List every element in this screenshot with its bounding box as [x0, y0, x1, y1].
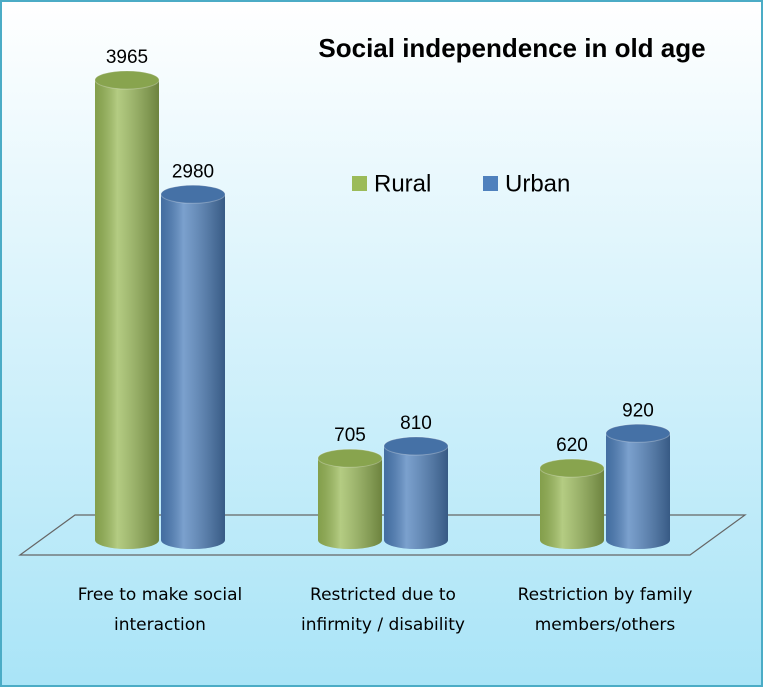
- cylinder-top-shade: [384, 437, 448, 456]
- value-label: 2980: [172, 161, 214, 182]
- cylinder-top: [94, 70, 160, 90]
- legend-label: Rural: [374, 170, 431, 197]
- cylinder-top-shade: [540, 459, 604, 478]
- cylinder-shade: [606, 433, 670, 549]
- cylinder-top: [160, 184, 226, 204]
- value-label: 3965: [106, 47, 148, 68]
- cylinder-top-shade: [161, 185, 225, 204]
- cylinder-top: [317, 448, 383, 468]
- cylinder-top: [383, 436, 449, 456]
- cylinder-top-shade: [606, 424, 670, 443]
- category-label: Restricted due to infirmity / disability: [301, 585, 465, 635]
- chart-title: Social independence in old age: [318, 33, 705, 63]
- value-label: 620: [556, 435, 588, 456]
- cylinder-shade: [95, 80, 159, 549]
- value-label: 920: [622, 400, 654, 421]
- floor: [18, 514, 747, 556]
- legend-swatch: [483, 176, 498, 191]
- category-label: Free to make social interaction: [77, 585, 243, 635]
- legend-swatch: [352, 176, 367, 191]
- cylinder-top-shade: [318, 449, 382, 468]
- category-label: Restriction by family members/others: [517, 585, 693, 635]
- value-label: 810: [400, 413, 432, 434]
- cylinder-shade: [540, 468, 604, 549]
- value-label: 705: [334, 425, 366, 446]
- legend-label: Urban: [505, 170, 570, 197]
- cylinder-top: [539, 458, 605, 478]
- cylinder-shade: [318, 458, 382, 549]
- cylinder-top-shade: [95, 71, 159, 89]
- cylinder-top: [605, 423, 671, 443]
- cylinder-shade: [161, 194, 225, 549]
- cylinder-shade: [384, 446, 448, 549]
